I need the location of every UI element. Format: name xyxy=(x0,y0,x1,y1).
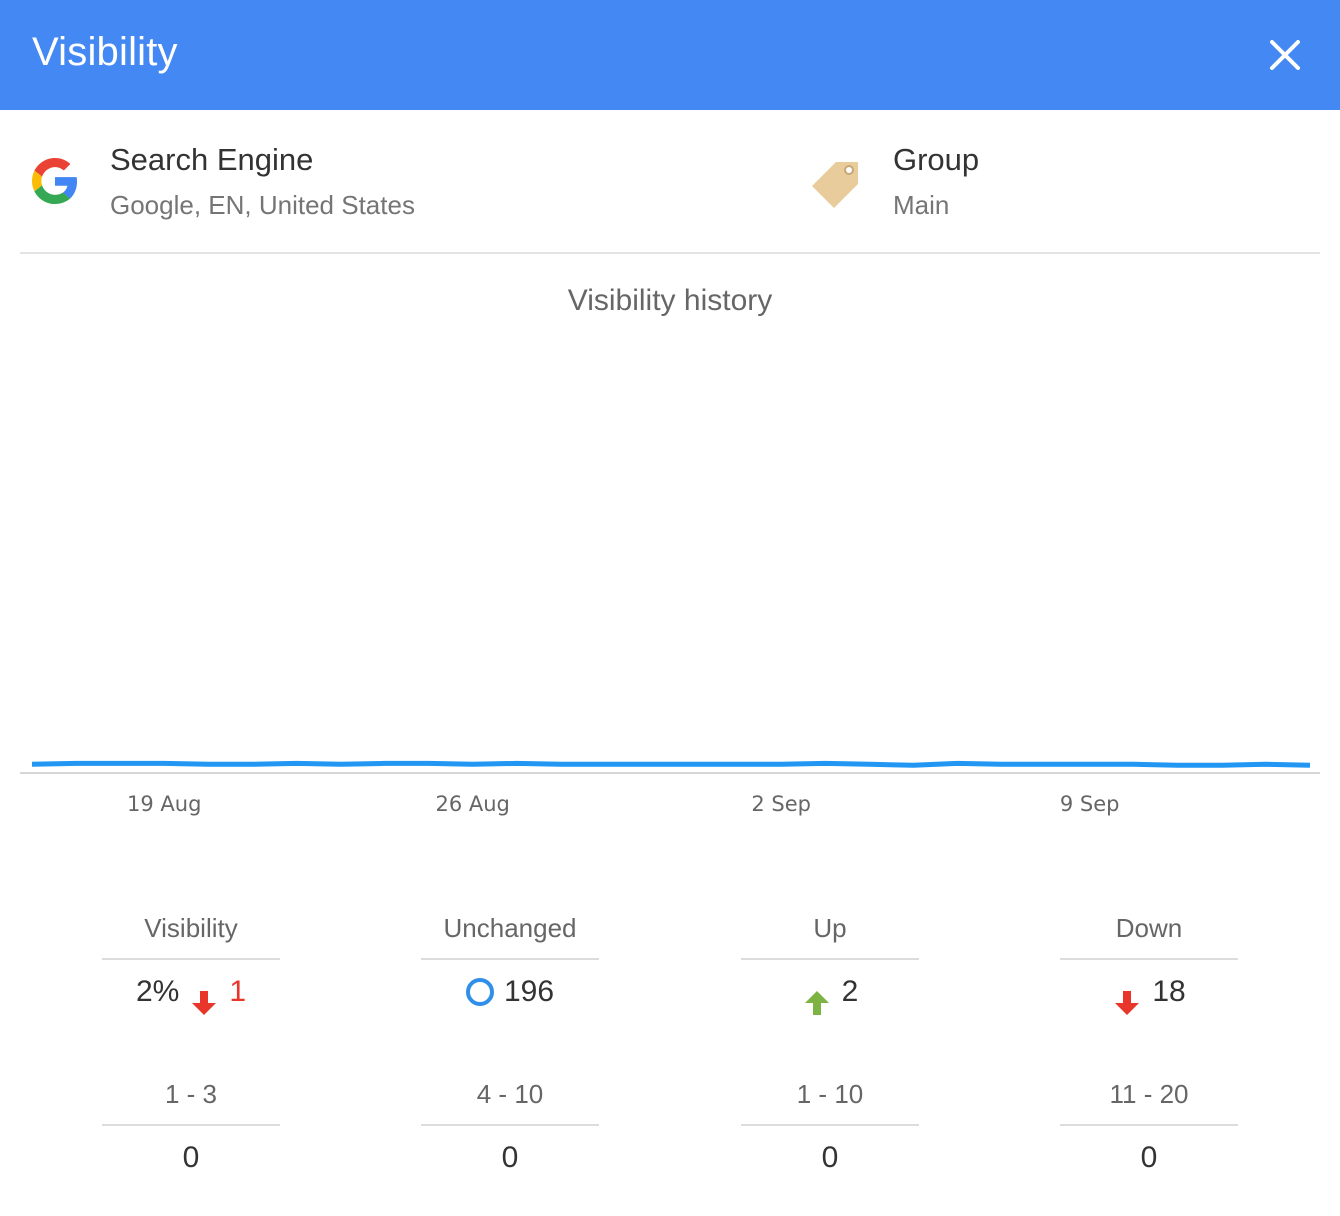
series-line-0 xyxy=(31,760,1311,768)
stats-grid: Visibility 2% 1 Unchanged 196 Up 2 Down xyxy=(0,900,1340,1200)
tag-icon xyxy=(812,158,862,213)
stat-visibility-value: 2% xyxy=(135,975,180,1008)
arrow-up-icon xyxy=(802,977,832,1015)
stat-up: Up 2 xyxy=(741,900,919,1024)
stat-top-10-value: 0 xyxy=(821,1141,839,1174)
stat-top-10-label: 1 - 10 xyxy=(741,1066,919,1126)
stat-top-11-20: 11 - 20 0 xyxy=(1060,1066,1238,1190)
group-value: Main xyxy=(893,190,950,220)
stat-visibility: Visibility 2% 1 xyxy=(102,900,280,1024)
stat-up-value-row: 2 xyxy=(741,960,919,1024)
group-info: Group Main xyxy=(800,110,1340,254)
stat-top-11-20-label: 11 - 20 xyxy=(1060,1066,1238,1126)
x-tick-label: 26 Aug xyxy=(435,792,509,816)
dialog-title: Visibility xyxy=(32,30,178,74)
stat-down-value: 18 xyxy=(1152,975,1186,1008)
arrow-down-icon xyxy=(1112,977,1142,1015)
group-label: Group xyxy=(893,142,980,177)
search-engine-label: Search Engine xyxy=(110,142,314,177)
circle-icon xyxy=(465,978,494,1006)
stat-top-11-20-value: 0 xyxy=(1140,1141,1158,1174)
section-divider xyxy=(20,252,1320,254)
stat-top-4-10-value: 0 xyxy=(501,1141,519,1174)
stat-unchanged-label: Unchanged xyxy=(421,900,599,960)
stat-unchanged-value: 196 xyxy=(503,975,555,1008)
x-tick-label: 9 Sep xyxy=(1060,792,1120,816)
arrow-down-icon xyxy=(189,977,219,1015)
stat-top-4-10-label: 4 - 10 xyxy=(421,1066,599,1126)
close-icon[interactable] xyxy=(1262,32,1308,78)
stat-visibility-label: Visibility xyxy=(102,900,280,960)
info-row: Search Engine Google, EN, United States … xyxy=(0,110,1340,254)
stat-top-3-label: 1 - 3 xyxy=(102,1066,280,1126)
search-engine-value: Google, EN, United States xyxy=(110,190,415,220)
stat-unchanged: Unchanged 196 xyxy=(421,900,599,1024)
google-logo-icon xyxy=(32,158,78,209)
stat-top-3: 1 - 3 0 xyxy=(102,1066,280,1190)
stat-top-10: 1 - 10 0 xyxy=(741,1066,919,1190)
x-tick-label: 2 Sep xyxy=(751,792,811,816)
search-engine-info: Search Engine Google, EN, United States xyxy=(0,110,700,254)
stat-visibility-value-row: 2% 1 xyxy=(102,960,280,1024)
visibility-history-chart: 19 Aug 26 Aug 2 Sep 9 Sep xyxy=(0,330,1340,850)
stat-unchanged-value-row: 196 xyxy=(421,960,599,1024)
stat-top-3-value: 0 xyxy=(182,1141,200,1174)
dialog-header: Visibility xyxy=(0,0,1340,110)
stat-top-4-10: 4 - 10 0 xyxy=(421,1066,599,1190)
chart-title: Visibility history xyxy=(567,284,773,317)
stat-up-label: Up xyxy=(741,900,919,960)
x-tick-label: 19 Aug xyxy=(127,792,201,816)
stat-down: Down 18 xyxy=(1060,900,1238,1024)
stat-visibility-change: 1 xyxy=(229,975,247,1008)
stat-down-value-row: 18 xyxy=(1060,960,1238,1024)
stat-down-label: Down xyxy=(1060,900,1238,960)
stat-up-value: 2 xyxy=(841,975,859,1008)
